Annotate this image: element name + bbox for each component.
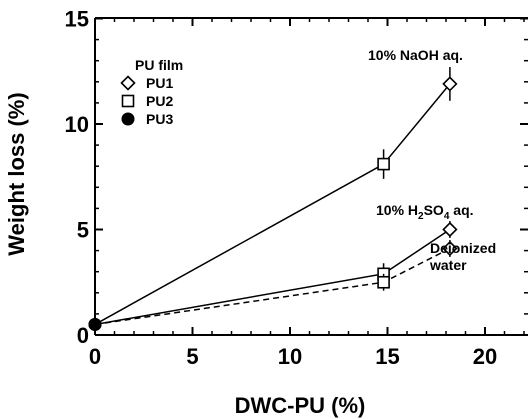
legend-label: PU1 xyxy=(146,75,173,91)
legend-entry-pu3: PU3 xyxy=(121,111,173,127)
plot-axes: 0 5 10 15 20 0 5 10 15 xyxy=(65,7,528,369)
annotation-h2so4: 10% H2SO4 aq. xyxy=(376,202,474,222)
legend-entry-pu1: PU1 xyxy=(120,75,173,91)
series-line xyxy=(94,247,451,326)
series-1 xyxy=(88,221,458,331)
legend: PU film PU1 PU2 PU3 xyxy=(120,57,183,127)
annotation-naoh: 10% NaOH aq. xyxy=(368,47,463,63)
series-line xyxy=(94,228,451,326)
legend-label: PU2 xyxy=(146,93,173,109)
legend-entry-pu2: PU2 xyxy=(121,93,173,109)
annotation-h2so4-part: 2 xyxy=(418,211,424,222)
diamond-marker xyxy=(442,76,458,92)
x-tick-label: 0 xyxy=(89,344,101,369)
diamond-marker xyxy=(442,240,458,257)
annotation-h2so4-part: SO xyxy=(424,202,444,218)
annotation-h2so4-part: 10% H xyxy=(376,202,418,218)
y-tick-label: 10 xyxy=(65,112,89,137)
x-tick-label: 15 xyxy=(375,344,399,369)
y-tick-label: 0 xyxy=(77,323,89,348)
legend-title: PU film xyxy=(135,57,183,73)
y-axis-label: Weight loss (%) xyxy=(4,92,29,255)
series-2 xyxy=(88,240,458,331)
x-tick-label: 5 xyxy=(186,344,198,369)
diamond-marker xyxy=(120,75,136,91)
y-tick-label: 5 xyxy=(77,218,89,243)
filled-circle-marker xyxy=(88,317,102,331)
square-marker xyxy=(377,157,390,171)
square-marker xyxy=(377,275,390,289)
annotation-h2so4-part: 4 xyxy=(444,211,450,222)
annotation-deionized-water: Deionized xyxy=(430,240,496,256)
annotation-h2so4-part: aq. xyxy=(449,202,473,218)
annotation-deionized-water: water xyxy=(429,257,467,273)
y-tick-label: 15 xyxy=(65,7,89,32)
x-tick-label: 20 xyxy=(473,344,497,369)
legend-label: PU3 xyxy=(146,111,173,127)
filled-circle-marker xyxy=(121,112,135,126)
diamond-marker xyxy=(442,221,458,238)
x-tick-label: 10 xyxy=(278,344,302,369)
square-marker xyxy=(121,94,135,108)
x-axis-label: DWC-PU (%) xyxy=(235,393,366,418)
series-0 xyxy=(88,67,458,331)
